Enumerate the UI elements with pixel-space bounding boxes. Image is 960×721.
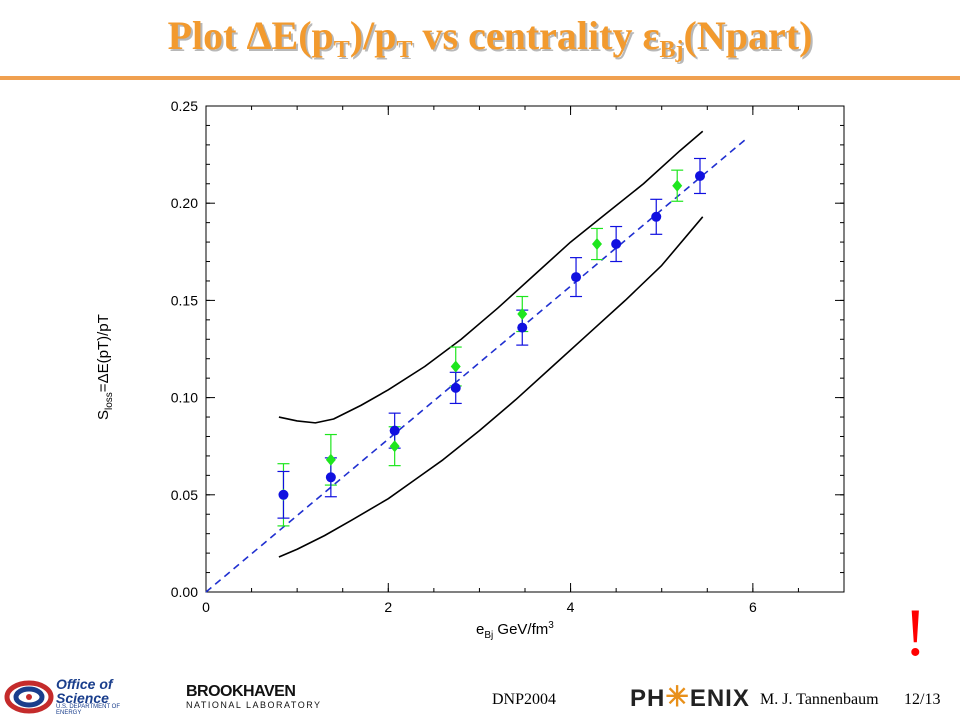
phenix-star-icon: ✳: [665, 681, 690, 712]
data-point-diamond: [325, 453, 336, 466]
band-lower-curve: [278, 216, 704, 558]
x-tick-label: 4: [567, 599, 575, 615]
y-tick-label: 0.15: [171, 292, 198, 308]
data-point-circle: [571, 272, 582, 283]
error-bars: [277, 157, 706, 527]
x-tick-label: 0: [202, 599, 210, 615]
axis-ticks: [205, 105, 845, 593]
band-upper-curve: [278, 130, 704, 424]
bnl-name: BROOKHAVEN: [186, 683, 296, 700]
x-tick-label: 6: [749, 599, 757, 615]
plot-frame: [205, 105, 845, 593]
y-tick-label: 0.25: [171, 98, 198, 114]
phenix-logo: PH✳ENIX: [630, 681, 750, 713]
data-point-circle: [389, 425, 400, 436]
data-point-circle: [278, 489, 289, 500]
doe-subtext: U.S. DEPARTMENT OF ENERGY: [56, 704, 121, 716]
data-point-circle: [651, 211, 662, 222]
data-point-diamond: [389, 440, 400, 453]
data-point-circle: [694, 170, 705, 181]
data-point-diamond: [517, 308, 528, 321]
footer-conference: DNP2004: [492, 691, 557, 708]
tick-labels: 0 2 4 6 0.00 0.05 0.10 0.15 0.20 0.25: [171, 98, 757, 615]
footer-author: M. J. Tannenbaum: [760, 691, 879, 708]
y-tick-label: 0.20: [171, 195, 198, 211]
y-tick-label: 0.10: [171, 390, 198, 406]
doe-swirl-icon: [4, 680, 54, 714]
brookhaven-logo: BROOKHAVEN NATIONAL LABORATORY: [186, 683, 322, 711]
doe-text: Office of Science: [56, 676, 113, 706]
fit-line: [205, 136, 749, 593]
data-markers: [278, 170, 705, 501]
doe-office-of-science-logo: Office of Science U.S. DEPARTMENT OF ENER…: [4, 676, 130, 720]
data-point-diamond: [592, 238, 603, 251]
data-point-circle: [325, 472, 336, 483]
data-point-circle: [450, 382, 461, 393]
data-point-circle: [611, 239, 622, 250]
exclamation-mark: !: [904, 594, 927, 670]
footer-page-number: 12/13: [904, 691, 941, 708]
y-tick-label: 0.00: [171, 584, 198, 600]
uncertainty-band: [278, 130, 704, 558]
title-underline: [0, 76, 960, 80]
x-tick-label: 2: [384, 599, 392, 615]
y-axis-label: Sloss=ΔE(pT)/pT: [95, 314, 115, 420]
bnl-subtitle: NATIONAL LABORATORY: [186, 700, 322, 710]
x-axis-label: eBj GeV/fm3: [476, 620, 554, 641]
data-point-diamond: [450, 360, 461, 373]
data-point-circle: [517, 322, 528, 333]
y-tick-label: 0.05: [171, 487, 198, 503]
data-point-diamond: [672, 179, 683, 192]
slide-title: Plot ΔE(pT)/pT vs centrality εBj(Npart): [167, 13, 813, 63]
fit-line-group: [205, 136, 749, 593]
